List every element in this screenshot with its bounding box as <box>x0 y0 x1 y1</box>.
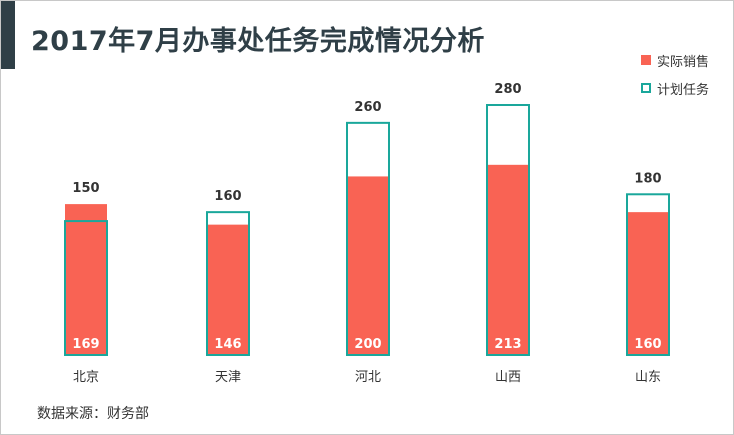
target-bar-2 <box>346 121 390 356</box>
legend: 实际销售 计划任务 <box>641 49 709 105</box>
legend-swatch-actual <box>641 55 651 65</box>
actual-bar-2 <box>347 176 389 355</box>
actual-value-label-4: 160 <box>634 337 661 352</box>
legend-label-actual: 实际销售 <box>657 54 710 70</box>
target-bar-1 <box>206 211 250 356</box>
target-value-label-2: 260 <box>354 100 381 115</box>
category-label-0: 北京 <box>73 370 99 385</box>
category-label-4: 山东 <box>635 370 661 385</box>
target-value-label-4: 180 <box>634 171 661 186</box>
legend-swatch-target <box>641 83 651 93</box>
category-label-3: 山西 <box>495 370 521 385</box>
actual-bar-0 <box>65 204 107 355</box>
chart-title: 2017年7月办事处任务完成情况分析 <box>31 26 485 57</box>
actual-value-label-0: 169 <box>72 337 99 352</box>
target-bar-4 <box>626 193 670 356</box>
actual-value-label-1: 146 <box>214 337 241 352</box>
target-value-label-0: 150 <box>72 181 99 196</box>
legend-item-actual: 实际销售 <box>641 49 709 71</box>
category-label-2: 河北 <box>355 370 381 385</box>
actual-bar-3 <box>487 164 529 355</box>
actual-bar-1 <box>207 224 249 355</box>
category-label-1: 天津 <box>215 370 241 385</box>
legend-label-target: 计划任务 <box>657 82 710 98</box>
legend-item-target: 计划任务 <box>641 77 709 99</box>
data-source-note: 数据来源：财务部 <box>37 406 149 422</box>
actual-value-label-2: 200 <box>354 337 381 352</box>
target-value-label-3: 280 <box>494 82 521 97</box>
actual-value-label-3: 213 <box>494 337 521 352</box>
target-value-label-1: 160 <box>214 189 241 204</box>
target-bar-3 <box>486 104 530 356</box>
title-accent-bar <box>1 1 15 69</box>
target-bar-0 <box>64 220 108 356</box>
actual-bar-4 <box>627 212 669 355</box>
